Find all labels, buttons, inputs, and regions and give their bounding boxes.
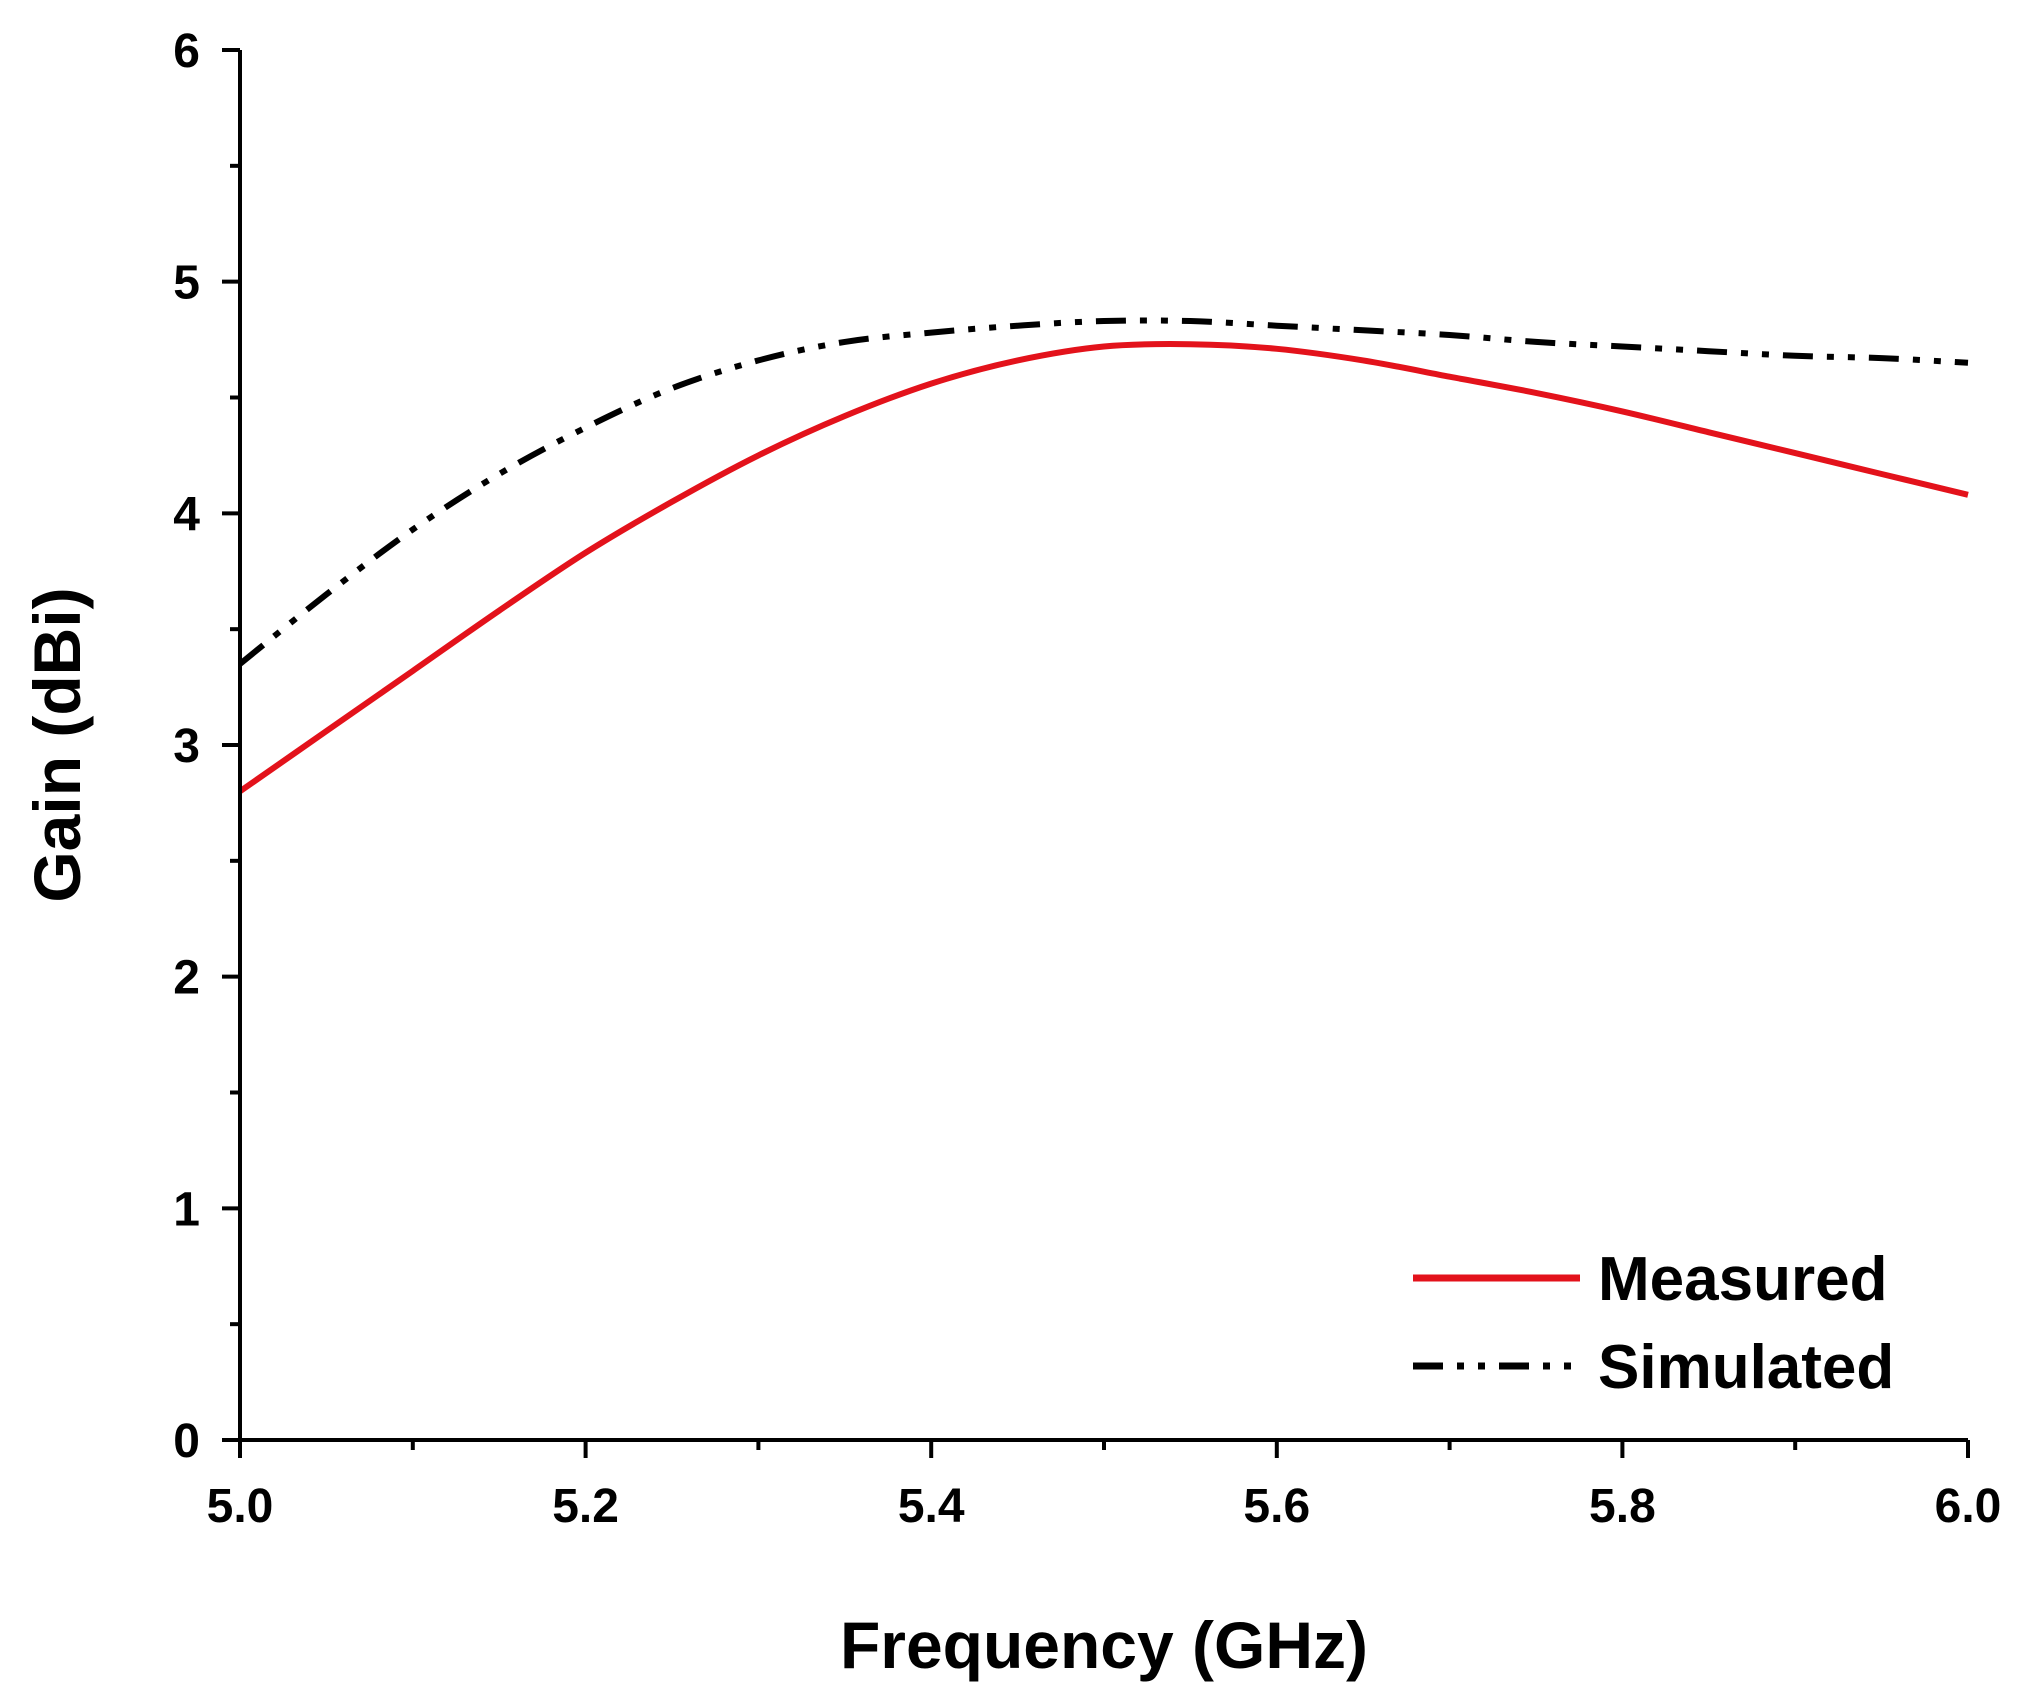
y-tick-label: 6 <box>173 25 200 78</box>
x-axis-title: Frequency (GHz) <box>840 1608 1368 1682</box>
y-tick-label: 1 <box>173 1183 200 1236</box>
y-tick-label: 5 <box>173 257 200 310</box>
y-axis-title: Gain (dBi) <box>20 587 94 902</box>
legend-label-simulated: Simulated <box>1598 1333 1894 1402</box>
y-tick-label: 3 <box>173 720 200 773</box>
y-tick-label: 0 <box>173 1415 200 1468</box>
series-layer <box>238 317 1969 794</box>
ticks-layer: 5.0 5.2 5.4 5.6 5.8 6.0 0 1 2 3 4 5 6 <box>173 25 2001 1533</box>
x-tick-label: 5.0 <box>207 1480 274 1533</box>
series-line-simulated <box>238 317 1969 667</box>
x-tick-label: 6.0 <box>1935 1480 2002 1533</box>
y-tick-label: 4 <box>173 488 200 541</box>
x-tick-label: 5.2 <box>552 1480 619 1533</box>
labels-layer: Frequency (GHz) Gain (dBi) <box>20 587 1368 1682</box>
x-tick-label: 5.6 <box>1243 1480 1310 1533</box>
x-tick-label: 5.4 <box>898 1480 965 1533</box>
axes-layer <box>238 50 1968 1442</box>
series-line-measured <box>238 341 1969 794</box>
x-tick-label: 5.8 <box>1589 1480 1656 1533</box>
legend-label-measured: Measured <box>1598 1245 1887 1314</box>
legend: Measured Simulated <box>1413 1245 1894 1402</box>
y-tick-label: 2 <box>173 952 200 1005</box>
